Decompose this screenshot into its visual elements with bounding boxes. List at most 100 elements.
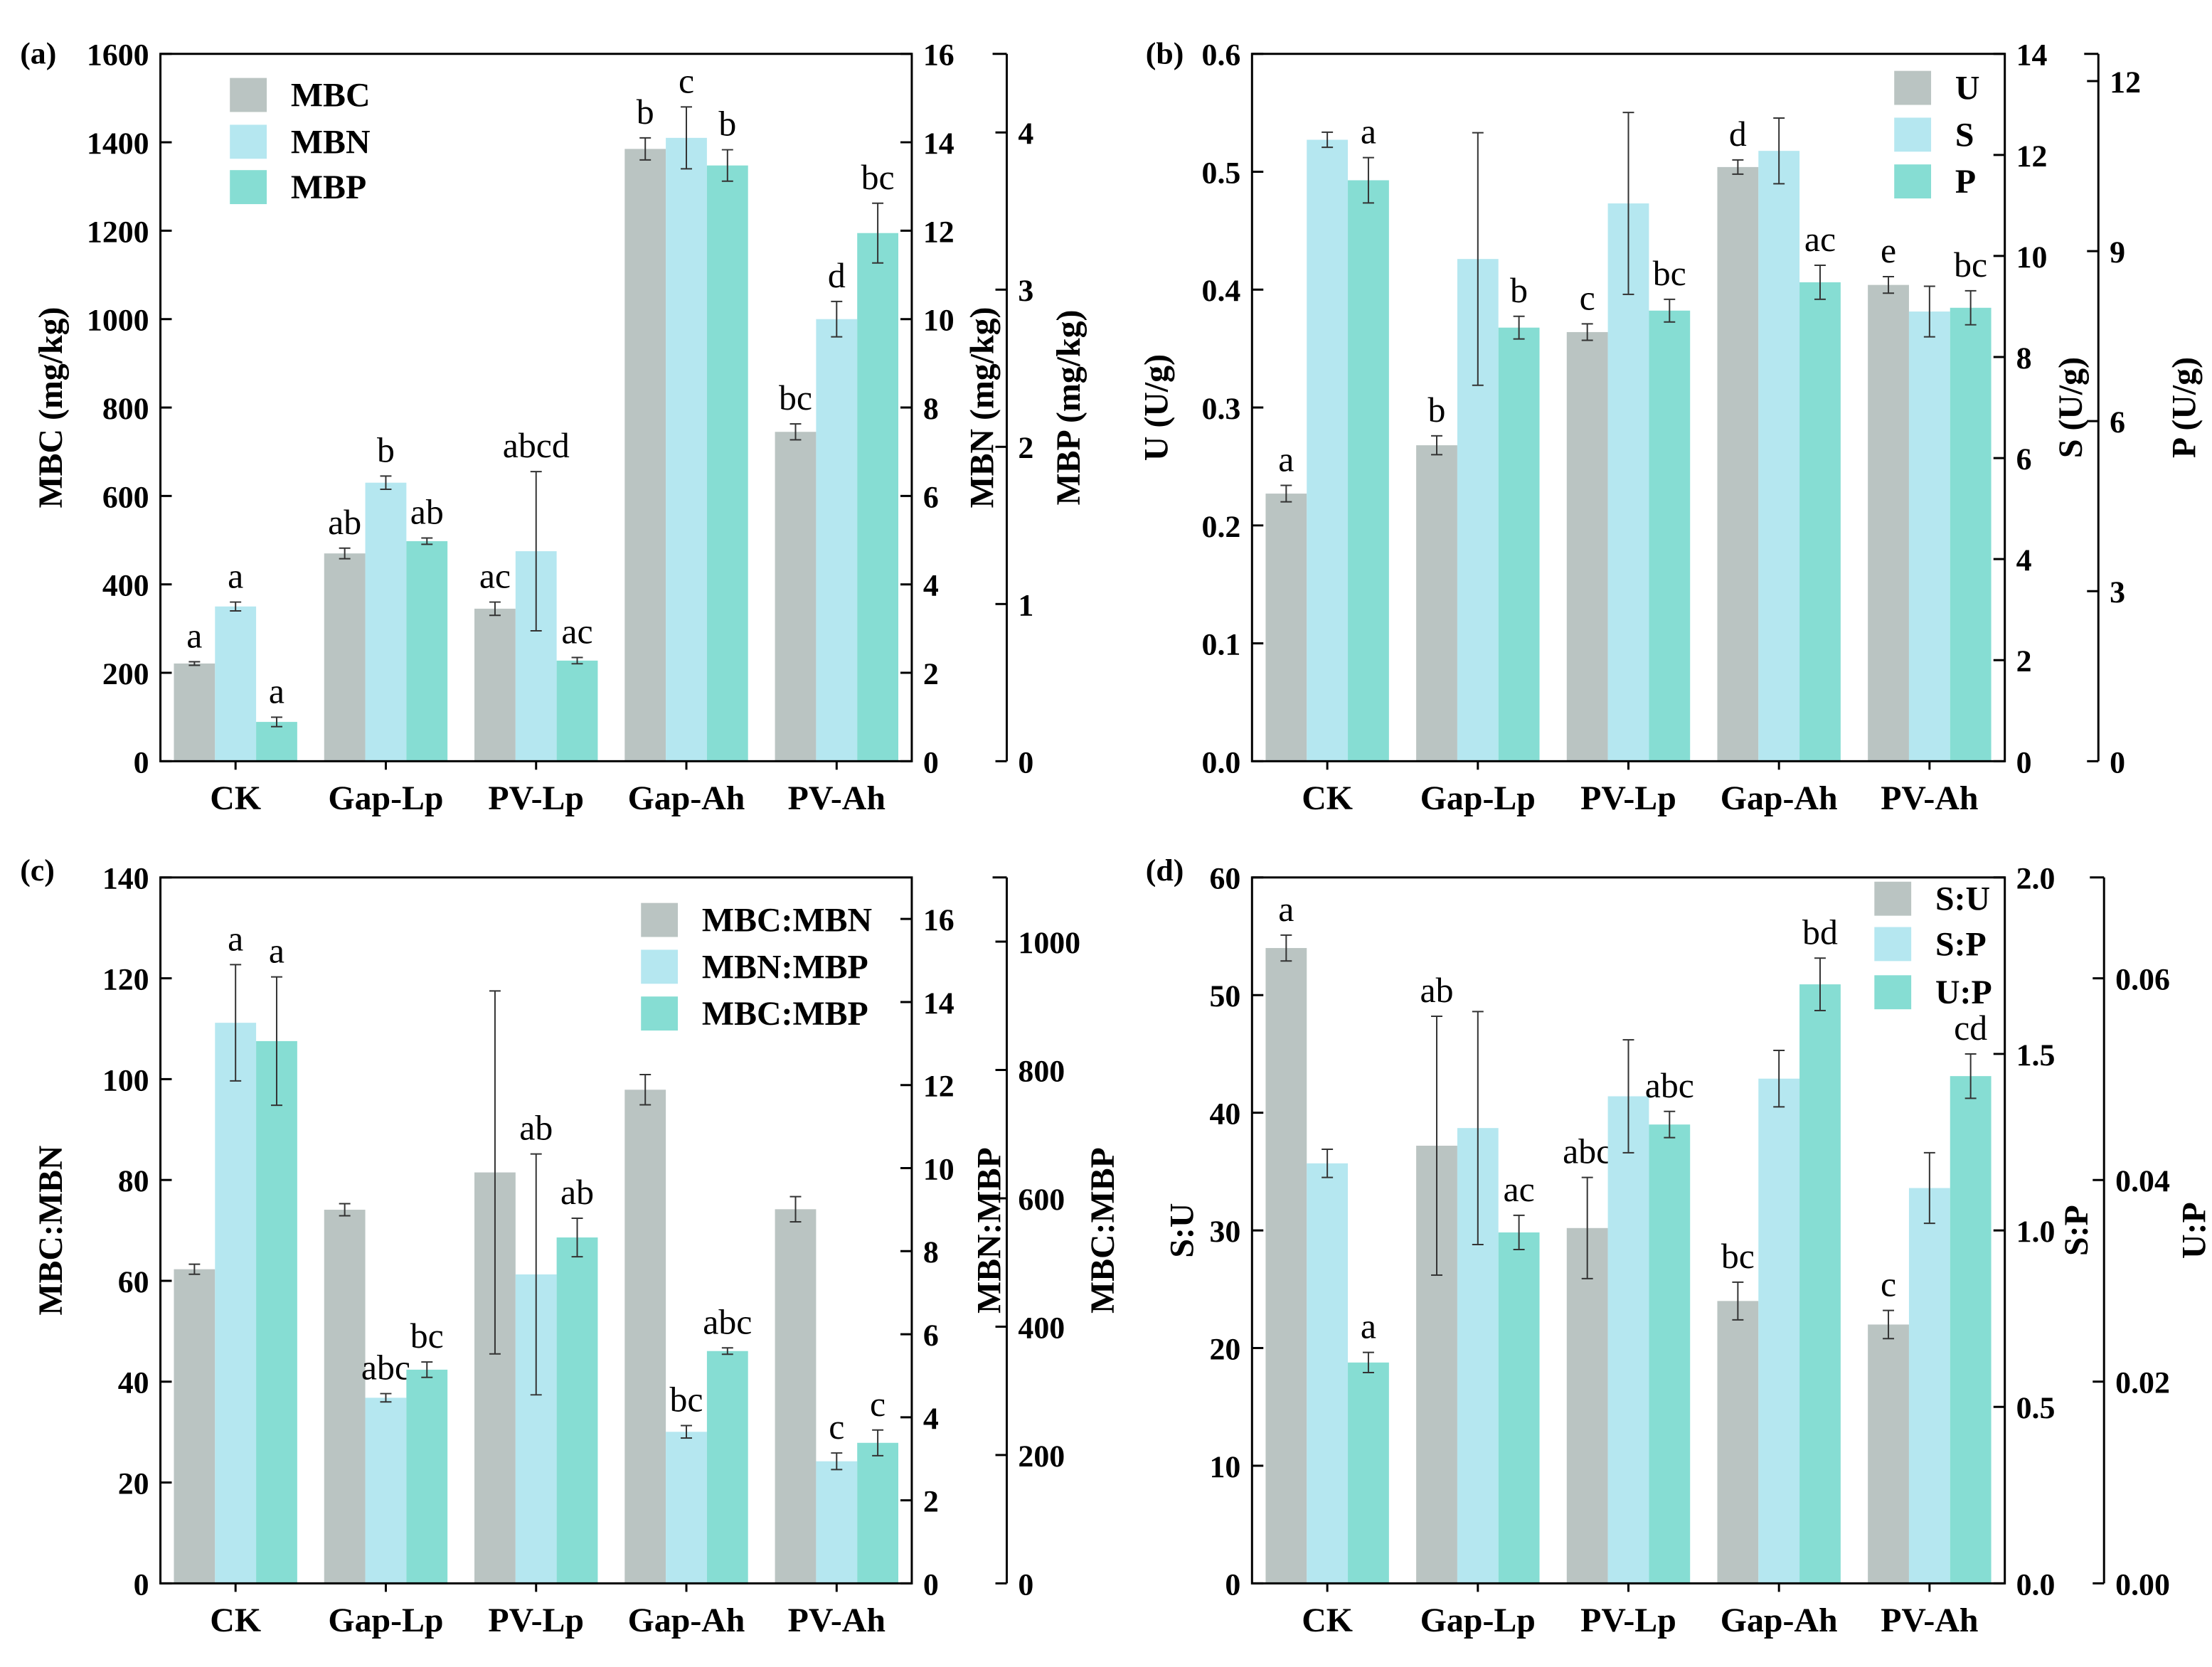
- x-tick-label: PV-Lp: [488, 1602, 584, 1639]
- y-tick-label: 10: [923, 1152, 955, 1186]
- y-tick-label: 6: [2016, 442, 2032, 476]
- y-tick-label: 0: [1018, 1567, 1033, 1602]
- y-tick-label: 1600: [87, 38, 149, 73]
- bar-mbcmbn: [624, 1090, 666, 1584]
- significance-letter: a: [1361, 1307, 1376, 1346]
- y-tick-label: 0: [2016, 745, 2032, 779]
- significance-letter: e: [1881, 231, 1896, 270]
- y-tick-label: 0: [1225, 1567, 1240, 1602]
- bar-mbn: [816, 319, 858, 762]
- legend-label: S: [1955, 116, 1974, 154]
- bar-u: [1717, 166, 1759, 762]
- panel-label: (b): [1146, 37, 1184, 71]
- y-tick-label: 10: [2016, 240, 2048, 275]
- bar-mbnmbp: [666, 1432, 707, 1584]
- x-tick-label: CK: [210, 779, 261, 817]
- bar-mbnmbp: [215, 1023, 257, 1584]
- y-tick-label: 60: [118, 1265, 149, 1299]
- y-tick-label: 4: [923, 1402, 939, 1436]
- legend-swatch: [1894, 117, 1932, 152]
- y-tick-label: 8: [923, 392, 939, 426]
- axis-title: MBN:MBP: [970, 1147, 1008, 1314]
- x-tick-label: PV-Ah: [1881, 1602, 1978, 1639]
- y-tick-label: 20: [1210, 1332, 1241, 1366]
- significance-letter: abcd: [503, 426, 570, 465]
- y-tick-label: 200: [1018, 1439, 1065, 1474]
- significance-letter: bc: [670, 1380, 703, 1420]
- panel-label: (a): [20, 37, 56, 71]
- y-tick-label: 0.6: [1202, 38, 1241, 73]
- significance-letter: abc: [1563, 1132, 1612, 1171]
- significance-letter: ac: [1504, 1170, 1535, 1209]
- y-tick-label: 1000: [87, 304, 149, 338]
- y-tick-label: 8: [923, 1235, 939, 1269]
- x-tick-label: CK: [1302, 1602, 1353, 1639]
- x-tick-label: Gap-Lp: [328, 779, 443, 817]
- significance-letter: ac: [561, 612, 592, 651]
- bar-mbc: [174, 663, 216, 762]
- significance-letter: bc: [410, 1316, 444, 1356]
- legend-swatch: [1894, 164, 1932, 199]
- bar-mbn: [365, 482, 407, 762]
- axis-title: P (U/g): [2166, 357, 2203, 458]
- y-tick-label: 1: [1018, 588, 1033, 622]
- legend-swatch: [230, 170, 267, 205]
- y-tick-label: 1400: [87, 127, 149, 161]
- y-tick-label: 12: [2110, 65, 2141, 100]
- significance-letter: ab: [410, 493, 444, 532]
- bar-mbcmbp: [556, 1237, 598, 1584]
- y-tick-label: 400: [1018, 1311, 1065, 1345]
- bar-su: [1717, 1301, 1759, 1584]
- y-tick-label: 1.5: [2016, 1038, 2056, 1072]
- significance-letter: b: [1428, 390, 1446, 430]
- y-tick-label: 12: [923, 215, 955, 249]
- bar-p: [1498, 327, 1540, 762]
- significance-letter: bc: [1721, 1237, 1755, 1276]
- y-tick-label: 0.0: [2016, 1567, 2056, 1602]
- y-tick-label: 10: [1210, 1450, 1241, 1484]
- x-tick-label: PV-Ah: [788, 779, 886, 817]
- bar-mbcmbp: [406, 1369, 448, 1584]
- bar-mbc: [624, 149, 666, 762]
- legend-label: S:P: [1935, 925, 1987, 963]
- legend-label: P: [1955, 163, 1976, 201]
- y-tick-label: 120: [102, 963, 149, 997]
- significance-letter: d: [1729, 114, 1747, 154]
- bar-mbp: [256, 722, 297, 762]
- axis-title: MBN (mg/kg): [963, 307, 1001, 508]
- legend-swatch: [1894, 70, 1932, 105]
- significance-letter: bc: [1653, 254, 1686, 293]
- y-tick-label: 12: [2016, 139, 2048, 174]
- y-tick-label: 50: [1210, 979, 1241, 1013]
- y-tick-label: 2: [923, 657, 939, 691]
- legend-swatch: [641, 996, 679, 1031]
- y-tick-label: 0.02: [2115, 1366, 2170, 1400]
- axis-title: S (U/g): [2052, 357, 2090, 458]
- y-tick-label: 3: [1018, 274, 1033, 308]
- y-tick-label: 0.4: [1202, 274, 1241, 308]
- legend-label: MBC:MBN: [702, 902, 872, 939]
- legend-swatch: [1874, 927, 1912, 962]
- significance-letter: abc: [703, 1302, 752, 1341]
- bar-p: [1649, 310, 1691, 762]
- legend-swatch: [641, 902, 679, 937]
- bar-mbp: [706, 165, 748, 762]
- y-tick-label: 0.0: [1202, 745, 1241, 779]
- legend-label: MBC: [291, 76, 371, 114]
- y-tick-label: 0.3: [1202, 392, 1241, 426]
- y-tick-label: 1000: [1018, 926, 1080, 960]
- y-tick-label: 6: [923, 480, 939, 514]
- significance-letter: ab: [328, 503, 361, 542]
- bar-up: [1348, 1362, 1389, 1584]
- bar-su: [1265, 948, 1307, 1584]
- significance-letter: c: [1580, 278, 1595, 317]
- bar-mbc: [324, 553, 366, 762]
- legend-swatch: [641, 949, 679, 984]
- significance-letter: c: [870, 1385, 886, 1424]
- bar-sp: [1307, 1163, 1349, 1584]
- x-tick-label: CK: [1302, 779, 1353, 817]
- significance-letter: a: [1361, 112, 1376, 151]
- bar-s: [1908, 311, 1950, 762]
